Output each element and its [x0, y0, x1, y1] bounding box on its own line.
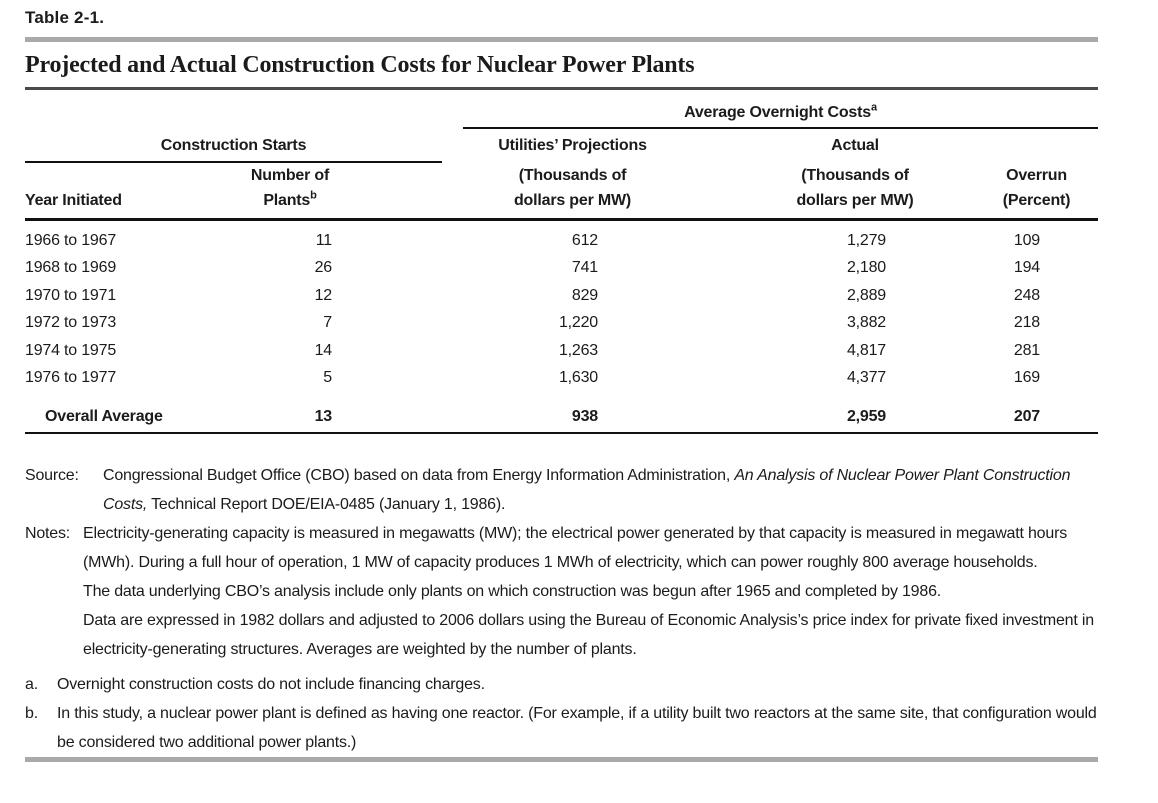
col-overrun-spacer — [975, 135, 1098, 163]
cell-projected: 612 — [571, 231, 598, 249]
source-text-part2: Technical Report DOE/EIA-0485 (January 1… — [147, 496, 506, 513]
footnote-b: b. In this study, a nuclear power plant … — [25, 699, 1098, 757]
construction-starts-spanner: Construction Starts — [25, 135, 442, 163]
table-row: 1970 to 1971 12 829 2,889 248 — [25, 282, 1098, 310]
cell-plants: 26 — [314, 259, 333, 277]
cell-projected: 741 — [571, 259, 598, 277]
construction-starts-label: Construction Starts — [25, 135, 442, 163]
notes-paragraph: Data are expressed in 1982 dollars and a… — [83, 612, 1094, 658]
cell-year: 1974 to 1975 — [25, 341, 117, 359]
cell-plants: 11 — [315, 231, 332, 249]
cell-year: 1972 to 1973 — [25, 314, 117, 332]
footnote-ref-a: a — [870, 101, 877, 114]
col-actual-line2: (Thousands of — [801, 167, 909, 184]
source-text: Congressional Budget Office (CBO) based … — [25, 461, 1098, 519]
col-overrun-line1: Overrun — [1006, 167, 1067, 184]
col-overrun-header: Overrun (Percent) — [975, 163, 1098, 213]
cell-overrun: 169 — [1013, 369, 1040, 387]
cell-plants: 14 — [314, 341, 333, 359]
col-year-header: Year Initiated — [25, 188, 170, 213]
cell-plants: 7 — [323, 314, 332, 332]
cell-projected: 1,220 — [558, 314, 598, 332]
col-projections-header: (Thousands of dollars per MW) — [410, 163, 735, 213]
cell-year: 1966 to 1967 — [25, 231, 117, 249]
cell-plants: 5 — [323, 369, 332, 387]
table-row: 1972 to 1973 7 1,220 3,882 218 — [25, 310, 1098, 338]
page-title: Projected and Actual Construction Costs … — [25, 52, 695, 78]
col-plants-header: Number of Plantsb — [170, 163, 410, 213]
cell-year: 1970 to 1971 — [25, 286, 117, 304]
bottom-gray-rule — [25, 757, 1098, 762]
cell-actual: 2,180 — [846, 259, 886, 277]
cell-overrun: 248 — [1013, 286, 1040, 304]
table-row: 1974 to 1975 14 1,263 4,817 281 — [25, 337, 1098, 365]
cell-overrun: 207 — [1013, 408, 1040, 425]
source-label: Source: — [25, 467, 79, 484]
cell-overrun: 194 — [1013, 259, 1040, 277]
table-row: 1976 to 1977 5 1,630 4,377 169 — [25, 365, 1098, 393]
cell-actual: 2,959 — [846, 408, 886, 425]
col-projections-title: Utilities’ Projections — [498, 137, 647, 154]
header-columns-row: Year Initiated Number of Plantsb (Thousa… — [25, 163, 1098, 221]
notes-block: Notes: Electricity-generating capacity i… — [25, 519, 1098, 664]
source-text-italic-title: An Analysis of Nuclear Power Plant Const… — [103, 467, 1071, 513]
title-underline-rule — [25, 87, 1098, 90]
cell-projected: 938 — [571, 408, 598, 425]
col-year-label: Year Initiated — [25, 192, 122, 209]
cell-actual: 3,882 — [846, 314, 886, 332]
cell-actual: 4,377 — [846, 369, 886, 387]
table-header: Average Overnight Costsa Construction St… — [25, 102, 1098, 221]
col-plants-text: Plants — [263, 192, 311, 209]
notes-paragraph: The data underlying CBO’s analysis inclu… — [83, 583, 942, 600]
table-row: 1966 to 1967 11 612 1,279 109 — [25, 227, 1098, 255]
col-projections-line2: (Thousands of — [518, 167, 627, 184]
avg-overnight-costs-label: Average Overnight Costsa — [463, 102, 1098, 129]
col-actual-line3: dollars per MW) — [796, 192, 914, 209]
col-projections-line3: dollars per MW) — [513, 192, 631, 209]
cell-overrun: 109 — [1013, 231, 1040, 249]
footnote-a-text: Overnight construction costs do not incl… — [57, 676, 485, 693]
source-text-part1: Congressional Budget Office (CBO) based … — [103, 467, 735, 484]
col-actual-header: (Thousands of dollars per MW) — [735, 163, 975, 213]
footnote-a-label: a. — [25, 676, 38, 693]
cell-actual: 2,889 — [846, 286, 886, 304]
notes-paragraph: Electricity-generating capacity is measu… — [83, 525, 1068, 571]
col-overrun-line2: (Percent) — [1002, 192, 1071, 209]
col-plants-line2: Plantsb — [170, 188, 410, 213]
notes-label: Notes: — [25, 525, 71, 542]
cell-year: 1976 to 1977 — [25, 369, 117, 387]
table-number-label: Table 2-1. — [25, 8, 105, 27]
col-plants-line1: Number of — [250, 167, 330, 184]
footnote-ref-b: b — [310, 189, 317, 202]
cell-overrun: 218 — [1013, 314, 1040, 332]
cell-plants: 13 — [314, 408, 333, 425]
cell-projected: 1,630 — [558, 369, 598, 387]
cell-plants: 12 — [314, 286, 333, 304]
cell-actual: 1,279 — [846, 231, 886, 249]
table-row: 1968 to 1969 26 741 2,180 194 — [25, 255, 1098, 283]
cell-year: Overall Average — [45, 408, 163, 425]
cell-overrun: 281 — [1013, 341, 1040, 359]
cell-projected: 1,263 — [558, 341, 598, 359]
cell-projected: 829 — [571, 286, 598, 304]
footnote-b-label: b. — [25, 705, 38, 722]
avg-overnight-costs-text: Average Overnight Costs — [684, 104, 871, 121]
cell-actual: 4,817 — [846, 341, 886, 359]
top-gray-rule — [25, 37, 1098, 42]
header-spanner-row-costs: Average Overnight Costsa — [25, 102, 1098, 129]
footnote-a: a. Overnight construction costs do not i… — [25, 670, 1098, 699]
table-body: 1966 to 1967 11 612 1,279 109 1968 to 19… — [25, 221, 1098, 392]
overall-average-row: Overall Average 13 938 2,959 207 — [25, 402, 1098, 434]
cell-year: 1968 to 1969 — [25, 259, 117, 277]
header-spanner-row-starts: Construction Starts Utilities’ Projectio… — [25, 135, 1098, 163]
footnote-b-text: In this study, a nuclear power plant is … — [57, 705, 1097, 751]
avg-overnight-costs-spanner: Average Overnight Costsa — [410, 102, 1098, 129]
source-block: Source: Congressional Budget Office (CBO… — [25, 461, 1098, 519]
col-actual-title: Actual — [831, 137, 879, 154]
